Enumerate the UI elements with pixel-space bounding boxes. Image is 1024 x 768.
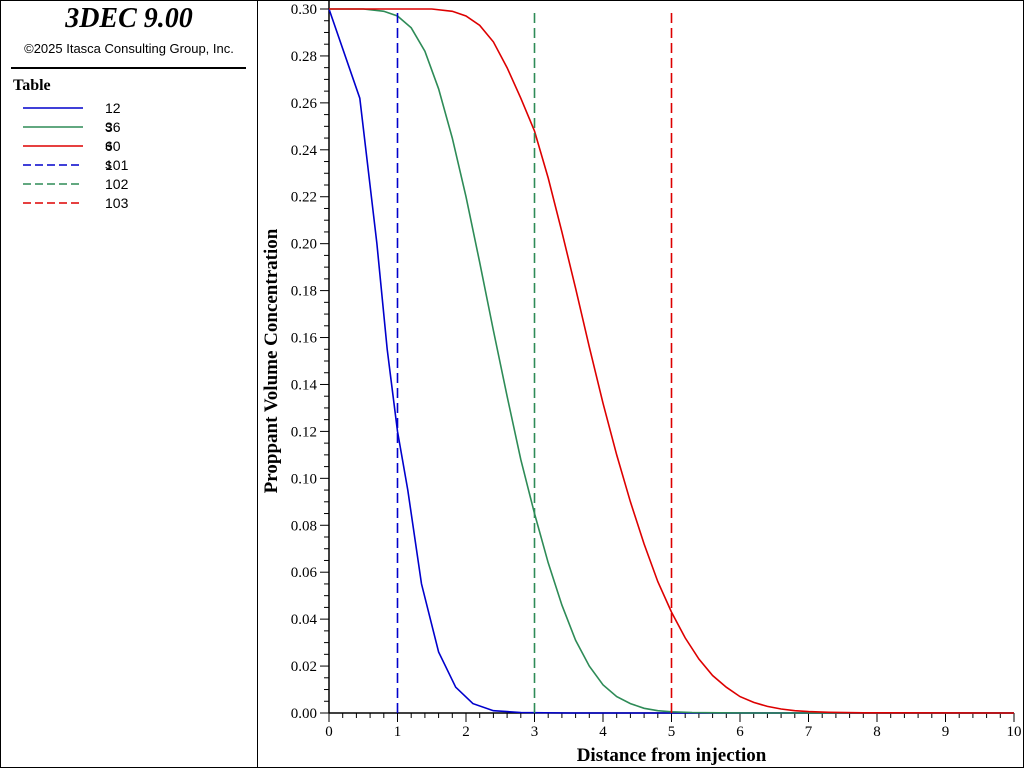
x-tick-label: 3: [531, 724, 539, 740]
app-title: 3DEC 9.00: [65, 3, 193, 34]
y-tick-label: 0.08: [291, 518, 317, 534]
x-tick-label: 5: [668, 724, 676, 740]
series-line-1: [328, 8, 1014, 714]
y-tick-label: 0.30: [291, 2, 317, 18]
legend-swatch: [23, 145, 83, 147]
y-tick-label: 0.14: [291, 377, 318, 393]
x-tick-label: 8: [873, 724, 881, 740]
y-tick-label: 0.10: [291, 471, 317, 487]
legend-swatch: [23, 164, 83, 166]
y-tick-label: 0.28: [291, 49, 317, 65]
x-tick-label: 7: [805, 724, 813, 740]
x-tick-label: 9: [942, 724, 950, 740]
y-tick-label: 0.12: [291, 424, 317, 440]
y-tick-label: 0.16: [291, 331, 318, 347]
legend-label: 101: [105, 157, 129, 173]
series-line-2: [329, 8, 1014, 714]
chart: 0.00 0.02 0.04 0.06 0.08 0.10 0.12 0.14 0.16 0.18…: [261, 1, 1022, 766]
legend-swatch: [23, 107, 83, 109]
x-tick-label: 1: [394, 724, 402, 740]
y-tick-label: 0.24: [291, 143, 318, 159]
legend-label: 103: [105, 195, 129, 211]
series-line-3: [329, 8, 1015, 714]
y-tick-label: 0.02: [291, 659, 317, 675]
legend-label: 102: [105, 176, 129, 192]
legend-label: 60 s: [105, 138, 121, 172]
legend-divider: [11, 67, 246, 69]
legend-title: Table: [13, 77, 51, 94]
copyright-text: ©2025 Itasca Consulting Group, Inc.: [24, 41, 234, 56]
x-tick-label: 2: [462, 724, 470, 740]
y-tick-label: 0.20: [291, 237, 317, 253]
y-tick-label: 0.00: [291, 706, 317, 722]
legend-panel: 3DEC 9.00 ©2025 Itasca Consulting Group,…: [1, 1, 258, 767]
legend-label: 12 s: [105, 100, 121, 134]
legend-label: 36 s: [105, 119, 121, 153]
legend-swatch: [23, 202, 83, 204]
legend-swatch: [23, 183, 83, 185]
x-axis-title: Distance from injection: [577, 745, 767, 766]
y-tick-label: 0.22: [291, 190, 317, 206]
y-tick-label: 0.06: [291, 565, 318, 581]
y-axis-title: Proppant Volume Concentration: [261, 228, 282, 493]
x-tick-label: 10: [1007, 724, 1022, 740]
legend-swatch: [23, 126, 83, 128]
y-tick-label: 0.04: [291, 612, 318, 628]
y-tick-label: 0.26: [291, 96, 318, 112]
x-tick-label: 0: [325, 724, 333, 740]
y-tick-label: 0.18: [291, 284, 317, 300]
x-tick-label: 4: [599, 724, 607, 740]
x-tick-label: 6: [736, 724, 744, 740]
